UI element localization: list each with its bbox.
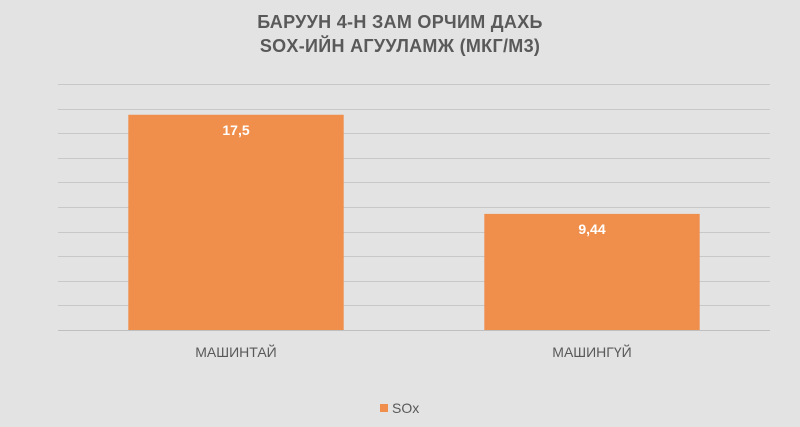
bar-2 xyxy=(484,213,700,330)
x-tick-label-1: МАШИНТАЙ xyxy=(195,343,277,360)
x-tick-label-2: МАШИНГҮЙ xyxy=(552,343,631,360)
data-labels: 17,5 9,44 xyxy=(222,122,605,237)
bar-1 xyxy=(128,114,344,330)
bars xyxy=(128,114,700,330)
chart-title-line-1: БАРУУН 4-Н ЗАМ ОРЧИМ ДАХЬ xyxy=(257,12,543,32)
legend: SOx xyxy=(380,400,419,416)
chart-title-line-2: SOX-ИЙН АГУУЛАМЖ (МКГ/М3) xyxy=(260,35,540,56)
x-tick-labels: МАШИНТАЙ МАШИНГҮЙ xyxy=(195,343,631,360)
data-label-2: 9,44 xyxy=(578,221,605,237)
data-label-1: 17,5 xyxy=(222,122,249,138)
legend-swatch-sox xyxy=(380,404,388,412)
legend-label-sox: SOx xyxy=(392,400,419,416)
